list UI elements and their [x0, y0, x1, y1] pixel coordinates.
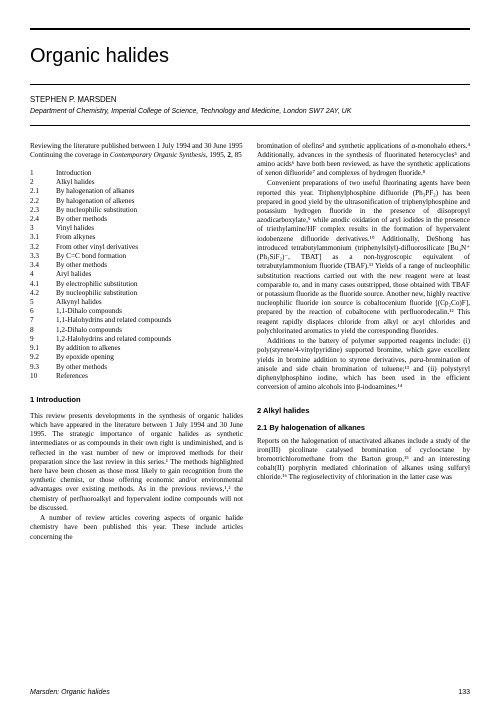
- toc-label: Alkynyl halides: [56, 298, 243, 307]
- toc-label: References: [56, 372, 243, 381]
- toc-number: 4: [30, 270, 56, 279]
- col2-paragraph-2: Convenient preparations of two useful fl…: [257, 179, 470, 336]
- toc-row: 9.1By addition to alkenes: [30, 344, 243, 353]
- toc-row: 91,2-Halohydrins and related compounds: [30, 335, 243, 344]
- title-rule: [30, 84, 470, 85]
- author-rule: [30, 125, 470, 126]
- toc-number: 4.1: [30, 280, 56, 289]
- right-column: bromination of olefins³ and synthetic ap…: [257, 142, 470, 543]
- toc-label: By C=C bond formation: [56, 252, 243, 261]
- toc-row: 3.4By other methods: [30, 261, 243, 270]
- toc-number: 3: [30, 224, 56, 233]
- toc-number: 2.4: [30, 215, 56, 224]
- toc-row: 3.3By C=C bond formation: [30, 252, 243, 261]
- col2-paragraph-3: Additions to the battery of polymer supp…: [257, 337, 470, 392]
- toc-row: 4.2By nucleophilic substitution: [30, 289, 243, 298]
- toc-label: Aryl halides: [56, 270, 243, 279]
- abstract-line-1: Reviewing the literature published betwe…: [30, 142, 243, 151]
- toc-label: Introduction: [56, 169, 243, 178]
- left-column: Reviewing the literature published betwe…: [30, 142, 243, 543]
- toc-label: 1,1-Dihalo compounds: [56, 307, 243, 316]
- toc-row: 71,1-Halohydrins and related compounds: [30, 316, 243, 325]
- toc-number: 2: [30, 178, 56, 187]
- toc-number: 9.1: [30, 344, 56, 353]
- toc-row: 2.3By nucleophilic substitution: [30, 206, 243, 215]
- two-column-layout: Reviewing the literature published betwe…: [30, 142, 470, 543]
- toc-label: By other methods: [56, 215, 243, 224]
- toc-number: 3.4: [30, 261, 56, 270]
- toc-label: By epoxide opening: [56, 353, 243, 362]
- toc-number: 10: [30, 372, 56, 381]
- toc-row: 2.4By other methods: [30, 215, 243, 224]
- toc-row: 10References: [30, 372, 243, 381]
- toc-number: 7: [30, 316, 56, 325]
- toc-row: 81,2-Dihalo compounds: [30, 326, 243, 335]
- toc-number: 9: [30, 335, 56, 344]
- toc-label: By electrophilic substitution: [56, 280, 243, 289]
- toc-row: 3.2From other vinyl derivatives: [30, 243, 243, 252]
- toc-row: 2.1By halogenation of alkanes: [30, 187, 243, 196]
- top-rule: [30, 28, 470, 30]
- toc-label: By nucleophilic substitution: [56, 289, 243, 298]
- section-2-1-heading: 2.1 By halogenation of alkanes: [257, 423, 470, 432]
- section-1-heading: 1 Introduction: [30, 395, 243, 405]
- toc-label: From other vinyl derivatives: [56, 243, 243, 252]
- toc-row: 61,1-Dihalo compounds: [30, 307, 243, 316]
- toc-row: 3.1From alkynes: [30, 233, 243, 242]
- toc-label: 1,2-Halohydrins and related compounds: [56, 335, 243, 344]
- toc-row: 2.2By halogenation of alkenes: [30, 197, 243, 206]
- section-2-heading: 2 Alkyl halides: [257, 406, 470, 416]
- toc-number: 3.2: [30, 243, 56, 252]
- toc-row: 9.2By epoxide opening: [30, 353, 243, 362]
- toc-number: 3.1: [30, 233, 56, 242]
- toc-label: By other methods: [56, 261, 243, 270]
- page-footer: Marsden: Organic halides 133: [30, 689, 470, 698]
- toc-label: 1,1-Halohydrins and related compounds: [56, 316, 243, 325]
- abstract-line-2: Continuing the coverage in Contemporary …: [30, 151, 243, 160]
- toc-number: 2.1: [30, 187, 56, 196]
- sec21-paragraph-1: Reports on the halogenation of unactivat…: [257, 437, 470, 483]
- toc-number: 1: [30, 169, 56, 178]
- toc-row: 9.3By other methods: [30, 363, 243, 372]
- author-affiliation: Department of Chemistry, Imperial Colleg…: [30, 108, 470, 117]
- article-title: Organic halides: [30, 44, 470, 70]
- toc-row: 1Introduction: [30, 169, 243, 178]
- toc-label: By addition to alkenes: [56, 344, 243, 353]
- table-of-contents: 1Introduction2Alkyl halides2.1By halogen…: [30, 169, 243, 381]
- toc-label: By other methods: [56, 363, 243, 372]
- toc-number: 3.3: [30, 252, 56, 261]
- toc-row: 4Aryl halides: [30, 270, 243, 279]
- toc-label: Vinyl halides: [56, 224, 243, 233]
- intro-paragraph-2: A number of review articles covering asp…: [30, 514, 243, 542]
- toc-label: From alkynes: [56, 233, 243, 242]
- toc-number: 5: [30, 298, 56, 307]
- toc-number: 2.2: [30, 197, 56, 206]
- intro-paragraph-1: This review presents developments in the…: [30, 412, 243, 513]
- author-name: STEPHEN P. MARSDEN: [30, 95, 470, 105]
- toc-label: By halogenation of alkenes: [56, 197, 243, 206]
- toc-number: 8: [30, 326, 56, 335]
- toc-number: 9.3: [30, 363, 56, 372]
- toc-number: 2.3: [30, 206, 56, 215]
- toc-number: 6: [30, 307, 56, 316]
- toc-row: 3Vinyl halides: [30, 224, 243, 233]
- toc-label: By halogenation of alkanes: [56, 187, 243, 196]
- toc-number: 9.2: [30, 353, 56, 362]
- toc-row: 2Alkyl halides: [30, 178, 243, 187]
- toc-row: 4.1By electrophilic substitution: [30, 280, 243, 289]
- toc-number: 4.2: [30, 289, 56, 298]
- toc-label: 1,2-Dihalo compounds: [56, 326, 243, 335]
- col2-paragraph-1: bromination of olefins³ and synthetic ap…: [257, 142, 470, 179]
- page-number: 133: [458, 689, 470, 698]
- toc-label: Alkyl halides: [56, 178, 243, 187]
- footer-running-head: Marsden: Organic halides: [30, 689, 110, 698]
- abstract-block: Reviewing the literature published betwe…: [30, 142, 243, 160]
- toc-row: 5Alkynyl halides: [30, 298, 243, 307]
- toc-label: By nucleophilic substitution: [56, 206, 243, 215]
